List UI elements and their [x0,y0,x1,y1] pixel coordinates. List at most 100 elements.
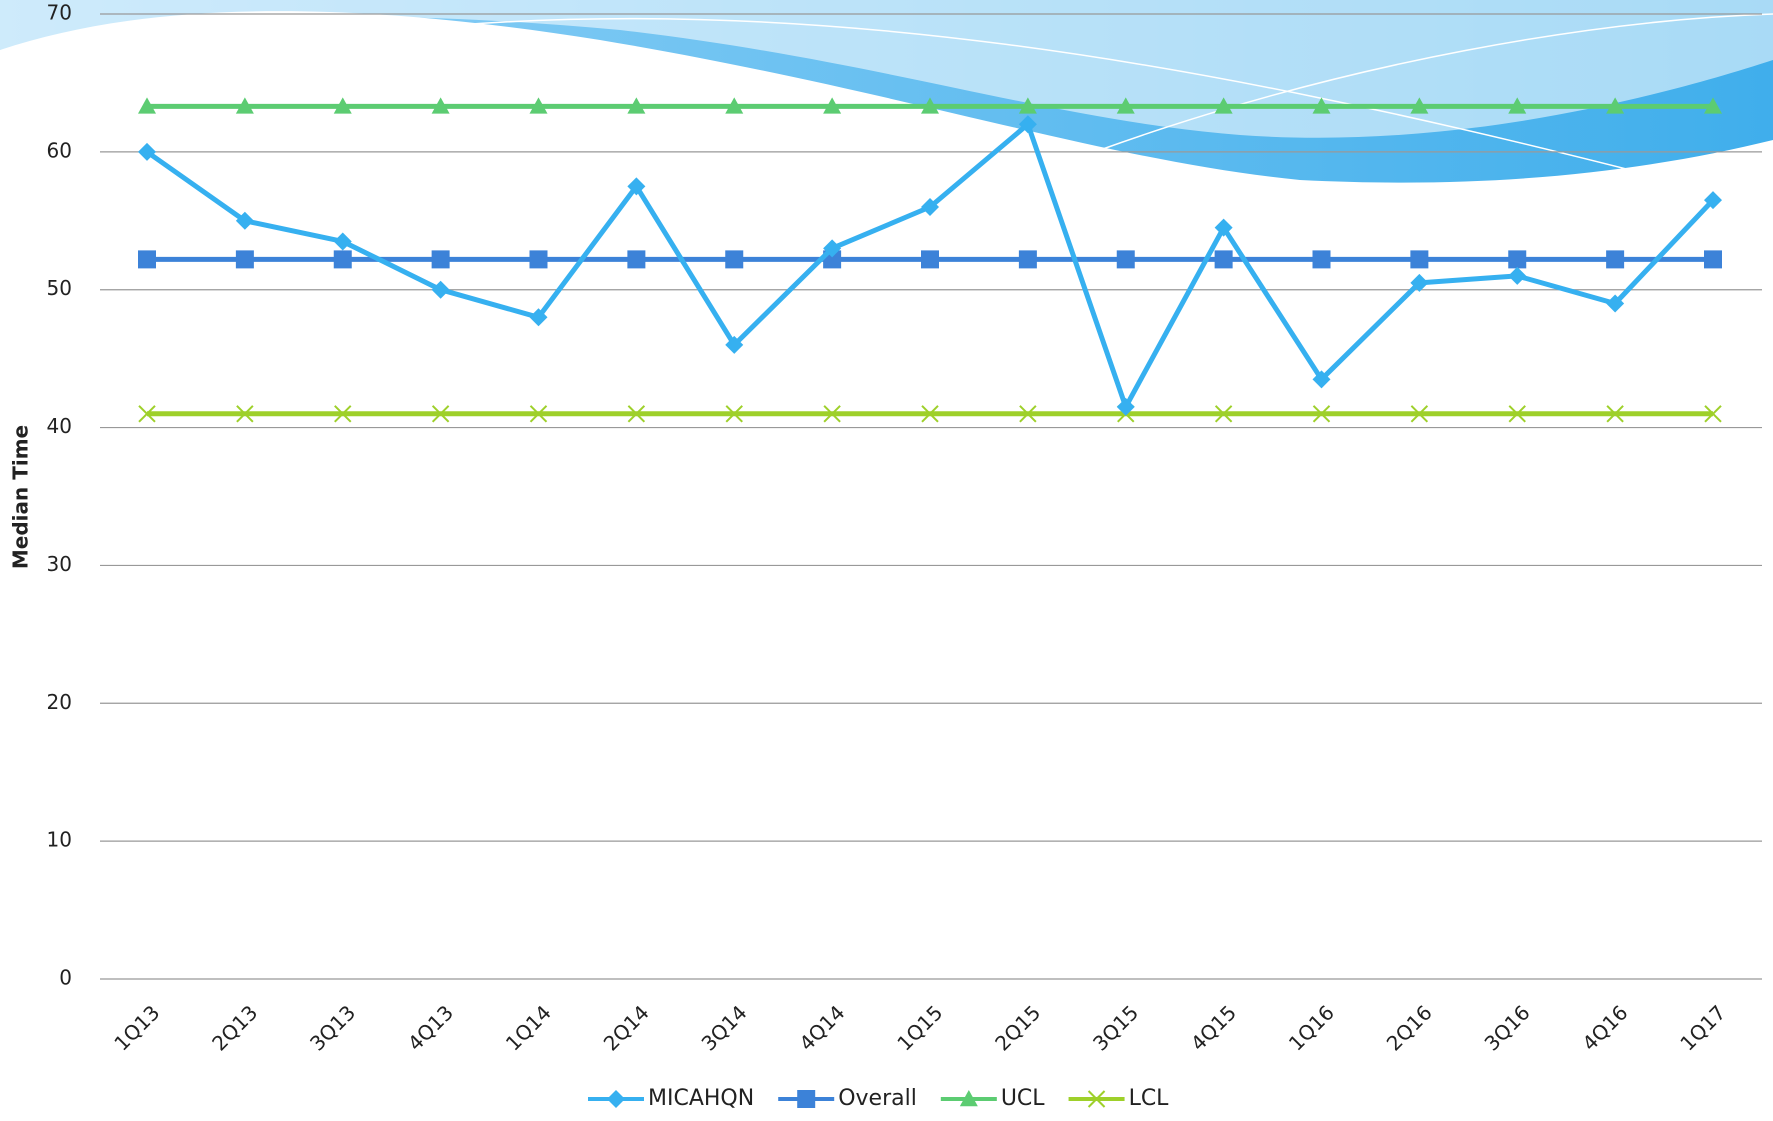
x-tick-label: 2Q14 [599,1000,654,1055]
data-point [333,250,352,269]
data-point [1410,273,1429,292]
data-point [1116,250,1135,269]
data-point [1116,397,1135,416]
data-point [235,250,254,269]
data-point [1508,250,1527,269]
x-tick-label: 4Q13 [403,1000,458,1055]
x-tick-label: 2Q16 [1382,1000,1437,1055]
data-point [1410,250,1429,269]
x-tick-label: 1Q17 [1675,1000,1730,1055]
y-tick-label: 20 [47,690,72,714]
x-tick-label: 4Q14 [794,1000,849,1055]
data-point [431,250,450,269]
data-point [725,97,744,114]
x-tick-label: 2Q13 [207,1000,262,1055]
data-point [1704,405,1722,423]
data-point [1606,97,1625,114]
data-point [1606,405,1624,423]
x-tick-label: 4Q16 [1577,1000,1632,1055]
data-point [236,405,254,423]
data-point [138,405,156,423]
data-point [431,280,450,299]
legend-label: LCL [1129,1086,1170,1111]
data-point [1018,115,1037,134]
data-point [921,97,939,114]
x-tick-label: 2Q15 [990,1000,1045,1055]
data-point [529,250,548,269]
legend-marker [959,1090,978,1107]
y-tick-label: 70 [47,1,72,25]
data-point [1018,97,1037,114]
data-point [1410,97,1429,114]
data-point [529,405,548,423]
data-point [725,250,744,269]
x-tick-label: 1Q16 [1284,1000,1339,1055]
data-point [529,308,548,327]
x-tick-label: 1Q13 [109,1000,164,1055]
y-tick-label: 40 [47,414,72,438]
data-point [1019,405,1037,423]
data-point [431,97,450,114]
data-point [1704,191,1722,210]
data-point [334,405,352,423]
data-point [1018,250,1037,269]
legend-label: Overall [838,1086,917,1111]
data-point [1214,218,1233,237]
x-tick-label: 3Q14 [697,1000,752,1055]
data-point [725,405,743,423]
data-point [235,97,254,114]
data-point [1704,97,1722,114]
data-point [921,405,939,423]
data-point [725,335,744,354]
data-point [1704,250,1722,269]
data-point [627,250,646,269]
legend-marker [797,1090,816,1108]
x-tick-label: 3Q13 [305,1000,360,1055]
data-point [1116,97,1135,114]
legend-marker [1087,1090,1106,1108]
data-point [627,405,646,423]
data-point [1606,250,1625,269]
legend-marker [607,1090,625,1108]
x-tick-label: 3Q15 [1088,1000,1143,1055]
data-point [138,97,156,114]
data-point [1508,405,1526,423]
data-point [138,142,156,161]
x-tick-label: 1Q14 [501,1000,556,1055]
data-point [823,97,842,114]
y-axis-title: Median Time [9,425,33,569]
data-point [1508,97,1527,114]
data-point [1312,370,1331,389]
data-point [1214,250,1233,269]
legend: MICAHQN Overall UCL LCL [588,1086,1169,1111]
y-tick-label: 60 [47,138,72,162]
data-point [1312,97,1331,114]
data-point [1312,405,1331,423]
data-point [431,405,450,423]
data-point [235,211,254,230]
data-point [823,405,841,423]
data-point [823,239,842,258]
data-point [529,97,548,114]
x-tick-label: 3Q16 [1480,1000,1535,1055]
legend-label: UCL [1001,1086,1045,1111]
data-point [333,232,352,251]
data-point [1312,250,1331,269]
data-point [1606,294,1625,313]
y-tick-label: 50 [47,276,72,300]
legend-label: MICAHQN [648,1086,754,1111]
data-point [1410,405,1429,423]
data-point [627,177,646,196]
background-wave [0,0,1773,183]
data-point [1214,97,1233,114]
x-tick-label: 4Q15 [1186,1000,1241,1055]
y-tick-label: 30 [47,552,72,576]
data-point [1508,266,1527,285]
data-point [921,250,939,269]
data-point [333,97,352,114]
y-tick-label: 0 [59,966,72,990]
x-tick-label: 1Q15 [892,1000,947,1055]
y-tick-label: 10 [47,828,72,852]
data-point [921,198,939,216]
